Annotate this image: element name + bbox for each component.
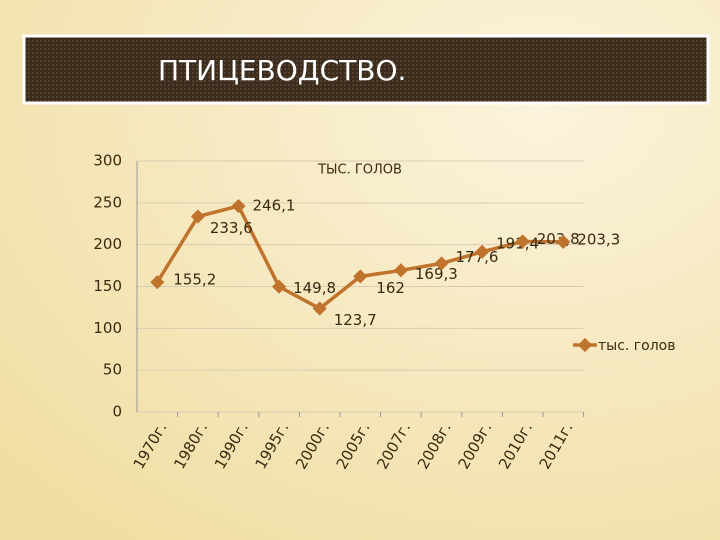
legend-marker (577, 337, 593, 353)
marker (353, 269, 368, 284)
title-banner (22, 34, 710, 105)
data-label: 149,8 (293, 279, 336, 297)
marker (434, 256, 449, 271)
data-label: 123,7 (334, 311, 377, 329)
y-tick-label: 0 (112, 403, 122, 421)
chart-title: ТЫС. ГОЛОВ (317, 163, 402, 178)
y-tick-label: 250 (93, 193, 122, 211)
data-label: 203,3 (577, 230, 620, 248)
data-label: 169,3 (415, 265, 458, 283)
y-tick-label: 200 (93, 235, 122, 253)
marker (556, 234, 571, 249)
marker (150, 275, 165, 290)
slide-title: ПТИЦЕВОДСТВО. (158, 54, 406, 87)
marker (515, 234, 530, 249)
data-label: 162 (376, 279, 405, 297)
legend-label: тыс. голов (598, 338, 676, 354)
marker (190, 209, 205, 224)
y-tick-label: 100 (93, 319, 122, 337)
y-tick-label: 50 (103, 361, 122, 379)
marker (231, 199, 246, 214)
data-label: 155,2 (173, 271, 216, 289)
data-label: 233,6 (210, 219, 253, 237)
marker (312, 301, 327, 316)
y-tick-label: 300 (93, 152, 122, 170)
data-label: 246,1 (253, 197, 296, 215)
marker (393, 263, 408, 278)
marker (475, 244, 490, 259)
y-tick-label: 150 (93, 277, 122, 295)
data-label: 203,8 (537, 230, 580, 248)
marker (272, 279, 287, 294)
